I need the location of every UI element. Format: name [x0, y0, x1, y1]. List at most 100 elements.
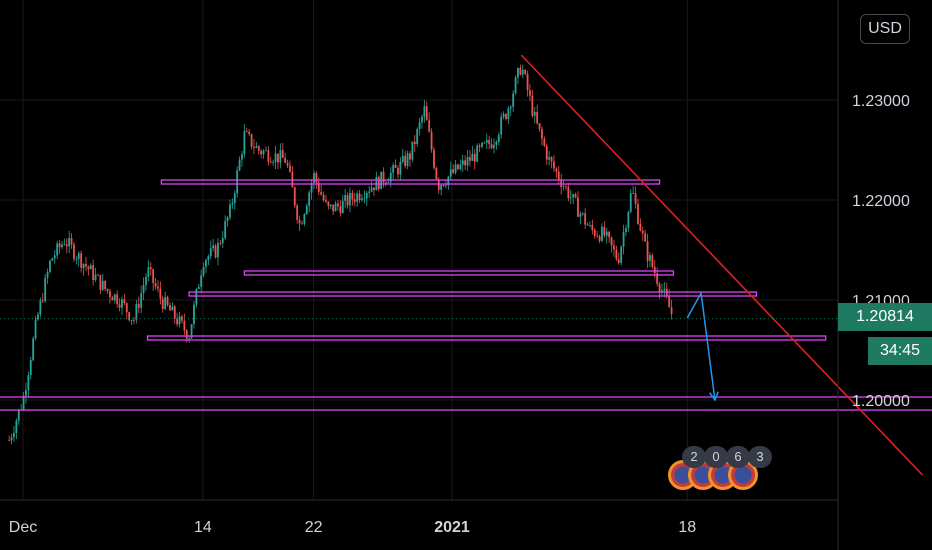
candle-body	[61, 244, 63, 248]
candle-body	[140, 293, 143, 308]
candle-body	[418, 122, 421, 130]
candle-body	[317, 182, 320, 192]
support-resistance-zone[interactable]	[243, 270, 675, 276]
candle-body	[58, 243, 61, 248]
candle-body	[382, 171, 385, 183]
candle-body	[27, 375, 30, 391]
candle-body	[377, 176, 380, 190]
candle-body	[130, 320, 133, 321]
candle-body	[197, 286, 200, 290]
candle-body	[200, 275, 203, 287]
candle-body	[387, 181, 390, 183]
candle-body	[351, 193, 354, 200]
candle-body	[572, 194, 575, 198]
event-count[interactable]: 2	[682, 446, 706, 468]
candle-body	[123, 299, 126, 304]
arrow-head	[709, 391, 719, 402]
candle-body	[279, 150, 282, 163]
candle-body	[22, 395, 25, 410]
candle-body	[46, 271, 49, 278]
support-resistance-zone[interactable]	[160, 179, 661, 185]
candle-body	[548, 157, 551, 160]
candle-body	[473, 153, 476, 162]
candle-body	[305, 205, 308, 215]
candle-body	[341, 200, 344, 214]
event-count[interactable]: 3	[748, 446, 772, 468]
candle-body	[579, 213, 582, 217]
candle-body	[574, 194, 577, 198]
candle-body	[581, 213, 584, 214]
candle-body	[178, 316, 181, 325]
candle-body	[601, 226, 603, 241]
candle-body	[596, 235, 599, 237]
candle-body	[85, 263, 87, 267]
support-resistance-zone[interactable]	[0, 396, 932, 411]
candle-body	[272, 161, 275, 163]
candle-body	[370, 187, 373, 192]
candle-body	[277, 153, 279, 163]
currency-button[interactable]: USD	[860, 14, 910, 44]
projection-path[interactable]	[686, 290, 716, 401]
candle-body	[541, 129, 543, 139]
candle-body	[159, 288, 162, 299]
candle-body	[435, 167, 438, 180]
x-tick-label: 2021	[434, 519, 470, 536]
event-count[interactable]: 6	[726, 446, 750, 468]
candle-body	[224, 221, 227, 239]
candle-body	[135, 303, 138, 321]
candle-body	[627, 211, 630, 228]
candle-body	[411, 141, 414, 160]
candle-body	[193, 304, 195, 325]
candle-body	[10, 437, 13, 441]
candle-body	[44, 277, 47, 302]
candle-body	[274, 153, 277, 162]
candle-body	[243, 131, 246, 155]
candle-body	[529, 90, 531, 96]
candle-body	[94, 274, 97, 281]
candle-body	[209, 248, 212, 257]
candle-body	[495, 141, 498, 145]
event-count[interactable]: 0	[704, 446, 728, 468]
candle-body	[109, 291, 111, 298]
candle-body	[89, 265, 92, 270]
candle-body	[416, 129, 419, 145]
candle-body	[15, 420, 18, 433]
candle-body	[221, 238, 224, 244]
candle-body	[517, 67, 519, 78]
y-tick-label: 1.20000	[852, 393, 910, 410]
candle-body	[284, 157, 287, 163]
candle-body	[339, 206, 342, 214]
candle-body	[565, 186, 567, 188]
candle-body	[265, 150, 267, 152]
x-axis-ticks: Dec 14 22 2021 18	[9, 519, 696, 536]
trendline[interactable]	[520, 54, 924, 476]
candle-body	[92, 265, 95, 281]
candle-body	[505, 114, 507, 120]
candle-body	[308, 192, 311, 206]
candle-body	[8, 440, 11, 441]
candle-body	[433, 149, 435, 168]
candle-body	[625, 227, 627, 232]
candle-body	[269, 161, 272, 163]
economic-events[interactable]: 2 0 6 3	[664, 446, 774, 494]
projection-arrow[interactable]	[686, 290, 719, 402]
candle-body	[488, 139, 491, 144]
candle-body	[365, 192, 368, 199]
candle-body	[613, 245, 615, 250]
candle-body	[639, 223, 642, 231]
candle-body	[361, 198, 363, 200]
candle-body	[286, 162, 289, 166]
candle-body	[161, 298, 164, 309]
candle-body	[248, 131, 251, 134]
candle-body	[457, 164, 459, 170]
candle-body	[332, 204, 335, 212]
candle-body	[68, 238, 71, 247]
candle-body	[608, 231, 611, 238]
candle-body	[329, 204, 332, 207]
candle-body	[176, 318, 179, 325]
candle-body	[502, 114, 505, 118]
candle-body	[449, 169, 452, 177]
support-resistance-zone[interactable]	[146, 335, 827, 341]
support-resistance-zone[interactable]	[188, 291, 758, 297]
